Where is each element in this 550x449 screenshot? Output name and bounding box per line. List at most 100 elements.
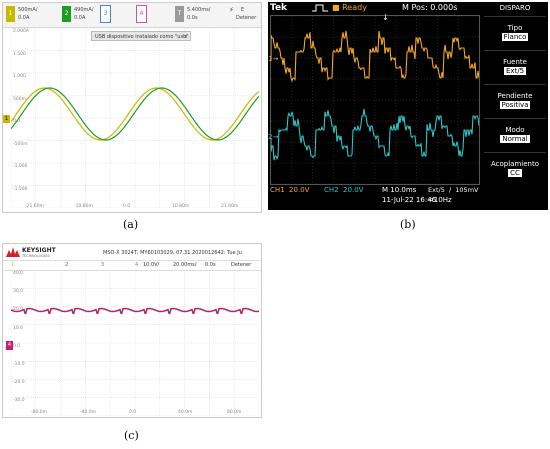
timebase-offset: 0.0s [205,262,216,268]
x-axis-label: -21.60m [25,204,44,209]
caption-a: (a) [123,218,139,231]
divider [484,84,546,85]
x-axis-label: -80.0m [31,410,48,415]
trigger-pulse-icon [312,4,328,12]
ch1-marker[interactable]: 1→ [268,55,279,63]
channel-2-button[interactable]: 2 [65,262,69,268]
divider [484,16,546,17]
y-axis-label: 1.500 [13,51,26,57]
oscilloscope-panel-a: 1 500mA/ 0.0A 2 490mA/ 0.0A 3 4 T 5.400m… [2,2,262,213]
brand-name: KEYSIGHT [22,247,56,254]
channel-4-button[interactable]: 4 [136,5,147,23]
oscilloscope-panel-b: Tek ■ Ready M Pos: 0.000s 1→ 2→ ↓ DISPAR… [268,2,548,210]
x-axis-label: 0.0 [129,410,137,415]
timebase-offset: 0.0s [187,15,198,21]
oscilloscope-panel-c: KEYSIGHT TECHNOLOGIES MSO-X 3024T, MY601… [2,243,262,418]
menu-acoplamiento[interactable]: Acoplamiento CC [490,160,539,177]
y-axis-label: -500m [13,141,28,147]
menu-title: DISPARO [499,4,531,12]
date-readout: 11-Jul-22 16:46 [382,196,437,204]
channel-3-button[interactable]: 3 [101,262,105,268]
y-axis-label: -30.0 [13,398,25,404]
timebase-scale: 5.400ms/ [187,7,211,13]
horizontal-position: M Pos: 0.000s [402,3,458,12]
y-axis-label: 1.000 [13,74,26,79]
trigger-menu: DISPARO Tipo Flanco Fuente Ext/5 Pendiente… [482,2,548,210]
x-axis-label: -40.0m [80,410,97,415]
waveform-trace [270,30,480,83]
channel-4-scale: 10.0V/ [143,262,160,268]
channel-3-button[interactable]: 3 [100,5,111,23]
caption-c: (c) [124,429,139,442]
menu-modo[interactable]: Modo Normal [500,126,530,143]
x-axis-label: 80.0m [227,410,242,415]
waveform-trace [10,307,260,315]
channel-1-offset: 0.0A [18,15,30,21]
brand-logo: Tek [270,3,288,13]
channel-2-button[interactable]: 2 [62,6,71,22]
brand-subtitle: TECHNOLOGIES [22,254,50,258]
y-axis-label: 0.0 [13,343,21,349]
waveform-graticule [10,269,260,417]
keysight-logo-icon [6,247,20,257]
y-axis-label: 20.0 [13,307,24,313]
channel-1-scale: 500mA/ [18,7,38,13]
ch2-marker[interactable]: 2→ [268,133,279,141]
waveform-screen [270,15,480,185]
waveform-trace [10,87,260,141]
y-axis-label: -10.0 [13,362,25,367]
ch1-readout: CH1 20.0V [270,186,310,194]
waveform-graticule [270,15,480,185]
instrument-header: MSO-X 3024T, MY60103029, 07.31.202001264… [103,250,242,256]
timebase-scale: 20.00ms/ [173,262,197,268]
waveform-screen [10,269,260,417]
x-axis-label: 10.80m [172,204,190,209]
y-axis-label: 0.0 [13,119,21,124]
channel-2-scale: 490mA/ [74,7,94,13]
timebase-readout: M 10.0ms [382,186,417,194]
divider [484,50,546,51]
waveform-trace [270,108,480,161]
y-axis-label: 30.0 [13,289,24,295]
waveform-screen [10,27,260,209]
close-icon[interactable]: × [183,34,188,40]
y-axis-label: -1.000 [13,164,28,169]
channel-toolbar: 1 500mA/ 0.0A 2 490mA/ 0.0A 3 4 T 5.400m… [3,3,261,28]
channel-2-offset: 0.0A [74,15,86,21]
usb-notification: USB dispositivo instalado como "usb" × [91,31,191,41]
waveform-graticule [10,27,260,209]
trigger-edge-label: E [241,7,245,13]
run-status[interactable]: Detener [236,15,257,21]
menu-fuente[interactable]: Fuente Ext/5 [503,58,527,75]
status-footer: CH1 20.0V CH2 20.0V M 10.0ms 11-Jul-22 1… [268,184,480,210]
divider [484,118,546,119]
y-axis-label: 2.000A [13,29,29,34]
x-axis-label: 40.0m [178,410,193,415]
channel-1-button[interactable]: 1 [11,262,15,268]
menu-pendiente[interactable]: Pendiente Positiva [497,92,533,109]
timebase-button[interactable]: T [175,6,184,22]
ch2-readout: CH2 20.0V [324,186,364,194]
caption-b: (b) [400,218,416,231]
y-axis-label: -20.0 [13,380,25,386]
trigger-position-icon: ↓ [382,13,389,22]
run-status[interactable]: Detener [231,262,252,268]
divider [484,152,546,153]
trigger-icon[interactable]: ⚡ [229,6,234,14]
y-axis-label: 40.0 [13,271,24,276]
channel-1-button[interactable]: 1 [6,6,15,22]
x-axis-label: 21.60m [221,204,239,209]
notification-text: USB dispositivo instalado como "usb" [95,34,189,40]
y-axis-label: -1.500 [13,186,28,192]
x-axis-label: 0.0 [123,204,131,209]
channel-4-button[interactable]: 4 [135,262,139,268]
menu-tipo[interactable]: Tipo Flanco [501,24,529,41]
waveform-trace [10,87,260,141]
x-axis-label: -10.80m [74,204,93,209]
trigger-readout: Ext/5 ∕ 105mV [428,186,479,194]
ground-marker[interactable]: 1 [3,115,10,123]
y-axis-label: 500m [13,96,26,102]
acquisition-state: ■ Ready [332,3,367,12]
frequency-readout: <10Hz [428,196,452,204]
ch4-ground-marker[interactable]: 4 [6,341,13,350]
